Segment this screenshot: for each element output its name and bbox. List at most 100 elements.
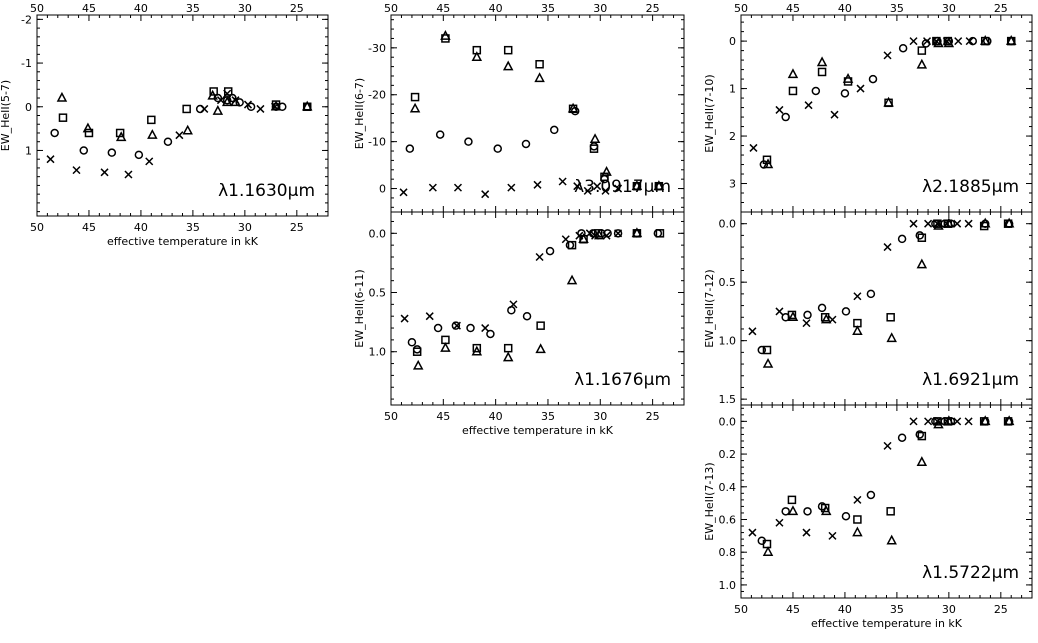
wavelength-annotation: λ1.1630μm xyxy=(218,181,315,201)
y-tick-label: 1.5 xyxy=(719,393,737,406)
circle-marker xyxy=(589,142,599,151)
cross-marker xyxy=(124,170,133,179)
cross-marker xyxy=(270,102,280,111)
x-tick-label-top: 30 xyxy=(942,2,956,15)
x-tick-label-top: 50 xyxy=(734,2,748,15)
triangle-marker xyxy=(820,505,832,516)
triangle-marker xyxy=(207,89,218,100)
y-tick-label: 0.8 xyxy=(719,546,737,559)
cross-marker xyxy=(749,143,758,152)
cross-marker xyxy=(425,312,434,321)
x-tick-label-top: 35 xyxy=(541,2,555,15)
triangle-marker xyxy=(979,35,991,45)
circle-marker xyxy=(451,321,461,330)
triangle-marker xyxy=(534,72,545,83)
cross-marker xyxy=(575,231,584,240)
x-axis-label: effective temperature in kK xyxy=(811,617,963,630)
cross-marker xyxy=(775,105,784,114)
triangle-marker xyxy=(471,51,483,61)
y-axis-label: EW_HeII(6-11) xyxy=(353,269,366,347)
x-tick-label-top: 25 xyxy=(646,2,660,15)
cross-marker xyxy=(428,183,437,192)
square-marker xyxy=(933,417,942,426)
cross-marker xyxy=(942,219,951,228)
triangle-marker xyxy=(212,105,224,115)
triangle-marker xyxy=(916,58,928,69)
circle-marker xyxy=(898,43,908,53)
cross-marker xyxy=(775,518,784,527)
y-tick-label: 0.4 xyxy=(719,481,737,494)
cross-marker xyxy=(775,307,784,316)
square-marker xyxy=(788,86,798,96)
circle-marker xyxy=(897,433,907,442)
cross-marker xyxy=(535,252,544,262)
y-tick-label: 1 xyxy=(729,83,736,96)
triangle-marker xyxy=(852,325,863,336)
triangle-marker xyxy=(593,229,605,240)
triangle-marker xyxy=(471,345,483,356)
cross-marker xyxy=(561,235,570,244)
triangle-marker xyxy=(943,37,955,48)
cross-marker xyxy=(507,183,516,192)
triangle-marker xyxy=(440,30,451,40)
x-tick-label: 50 xyxy=(30,221,44,234)
circle-marker xyxy=(868,74,878,84)
cross-marker xyxy=(883,441,892,450)
triangle-marker xyxy=(589,133,601,144)
triangle-marker xyxy=(916,258,928,269)
y-tick-label: -2 xyxy=(21,13,32,26)
square-marker xyxy=(472,343,482,353)
triangle-marker xyxy=(601,166,612,176)
circle-marker xyxy=(897,234,907,244)
cross-marker xyxy=(883,243,892,252)
y-tick-label: 0 xyxy=(729,35,736,48)
y-axis-label: EW_HeII(7-10) xyxy=(703,74,716,152)
triangle-marker xyxy=(886,332,897,343)
cross-marker xyxy=(509,300,518,309)
triangle-marker xyxy=(440,342,451,352)
x-tick-label-top: 30 xyxy=(238,2,252,15)
x-tick-label-top: 25 xyxy=(290,2,304,15)
cross-marker xyxy=(614,184,623,193)
square-marker xyxy=(209,87,218,96)
x-tick-label: 35 xyxy=(186,221,200,234)
cross-marker xyxy=(175,131,184,140)
wavelength-annotation: λ1.5722μm xyxy=(922,563,1019,583)
circle-marker xyxy=(493,144,502,153)
triangle-marker xyxy=(762,357,774,368)
x-tick-label-top: 30 xyxy=(593,2,607,15)
triangle-marker xyxy=(502,60,514,71)
x-tick-label-top: 25 xyxy=(994,2,1008,15)
x-tick-label: 35 xyxy=(890,603,904,616)
triangle-marker xyxy=(631,180,643,190)
square-marker xyxy=(600,172,609,182)
triangle-marker xyxy=(916,456,928,466)
circle-marker xyxy=(163,137,173,146)
cross-marker xyxy=(223,89,232,98)
triangle-marker xyxy=(883,96,894,107)
cross-marker xyxy=(614,229,623,238)
circle-marker xyxy=(134,150,144,160)
cross-marker xyxy=(802,319,811,328)
triangle-marker xyxy=(567,102,579,113)
triangle-marker xyxy=(412,359,424,370)
cross-marker xyxy=(856,84,865,93)
wavelength-annotation: λ3.0917μm xyxy=(574,177,671,197)
square-marker xyxy=(567,240,577,250)
circle-marker xyxy=(653,229,663,238)
triangle-marker xyxy=(56,91,68,102)
circle-marker xyxy=(464,137,473,146)
cross-marker xyxy=(200,104,209,113)
square-marker xyxy=(787,495,797,505)
triangle-marker xyxy=(842,72,854,83)
circle-marker xyxy=(522,311,532,321)
x-tick-label: 25 xyxy=(646,410,660,423)
x-tick-label: 30 xyxy=(238,221,252,234)
y-tick-label: 1.0 xyxy=(369,346,387,359)
circle-marker xyxy=(841,511,851,521)
square-marker xyxy=(182,104,191,114)
triangle-marker xyxy=(852,526,863,537)
cross-marker xyxy=(923,37,932,46)
cross-marker xyxy=(453,183,463,192)
circle-marker xyxy=(486,329,495,339)
